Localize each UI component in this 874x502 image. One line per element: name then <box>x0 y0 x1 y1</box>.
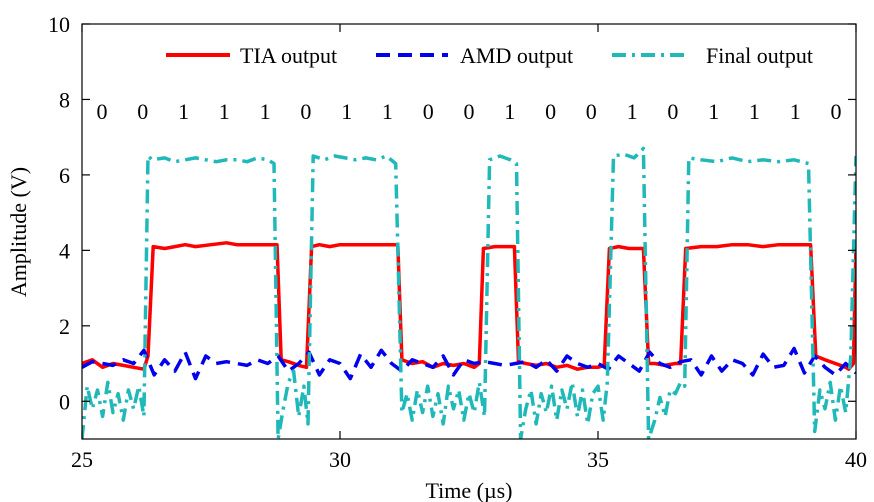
bit-label: 1 <box>504 99 515 124</box>
bit-label: 0 <box>464 99 475 124</box>
y-tick-label: 6 <box>59 163 70 188</box>
series-line-2 <box>82 146 856 439</box>
bit-label: 0 <box>423 99 434 124</box>
y-tick-label: 10 <box>48 12 70 37</box>
bit-label: 1 <box>627 99 638 124</box>
bit-label: 0 <box>667 99 678 124</box>
bit-label: 1 <box>382 99 393 124</box>
legend-label-tia: TIA output <box>240 43 337 68</box>
series-line-1 <box>82 346 856 381</box>
bit-label: 0 <box>137 99 148 124</box>
x-tick-label: 30 <box>329 447 351 472</box>
bit-label: 1 <box>178 99 189 124</box>
x-axis-label: Time (µs) <box>425 478 512 502</box>
y-tick-label: 0 <box>59 389 70 414</box>
bit-label: 1 <box>341 99 352 124</box>
legend-label-amd: AMD output <box>460 43 573 68</box>
x-tick-label: 35 <box>587 447 609 472</box>
bit-label: 1 <box>260 99 271 124</box>
y-tick-label: 2 <box>59 314 70 339</box>
bit-labels: 0 0 1 1 1 0 1 1 0 0 1 0 0 1 0 1 1 1 0 <box>97 99 842 124</box>
bit-label: 0 <box>586 99 597 124</box>
series-layer <box>82 146 856 439</box>
y-tick-label: 8 <box>59 87 70 112</box>
bit-label: 0 <box>97 99 108 124</box>
bit-label: 0 <box>545 99 556 124</box>
x-tick-label: 40 <box>845 447 867 472</box>
bit-label: 1 <box>749 99 760 124</box>
legend: TIA output AMD output Final output <box>166 43 813 68</box>
bit-label: 1 <box>219 99 230 124</box>
series-line-0 <box>82 241 856 371</box>
bit-label: 0 <box>300 99 311 124</box>
y-tick-label: 4 <box>59 238 70 263</box>
bit-label: 0 <box>831 99 842 124</box>
bit-label: 1 <box>708 99 719 124</box>
y-axis-label: Amplitude (V) <box>6 167 31 297</box>
bit-label: 1 <box>790 99 801 124</box>
legend-label-final: Final output <box>706 43 813 68</box>
x-tick-label: 25 <box>71 447 93 472</box>
plot-frame <box>81 23 857 440</box>
